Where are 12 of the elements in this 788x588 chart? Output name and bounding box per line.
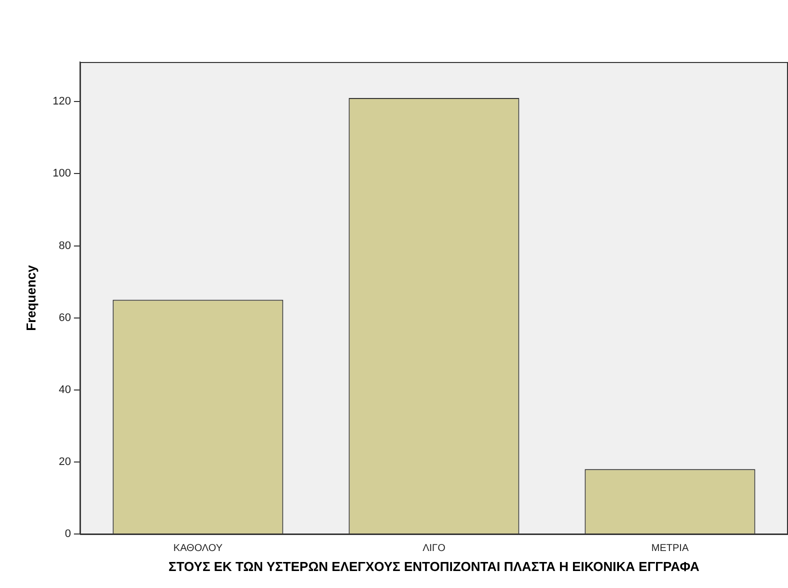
y-axis-title: Frequency bbox=[23, 264, 38, 331]
y-tick-label: 20 bbox=[58, 456, 71, 468]
y-tick-label: 40 bbox=[58, 384, 71, 396]
y-tick-label: 120 bbox=[52, 96, 71, 108]
x-tick-label: ΜΕΤΡΙΑ bbox=[651, 542, 689, 554]
x-axis-title: ΣΤΟΥΣ ΕΚ ΤΩΝ ΥΣΤΕΡΩΝ ΕΛΕΓΧΟΥΣ ΕΝΤΟΠΙΖΟΝΤΑΙ ΠΛΑΣΤΑ Η ΕΙΚΟΝΙΚΑ ΕΓΓΡΑΦΑ bbox=[168, 559, 700, 574]
y-tick-label: 100 bbox=[52, 168, 71, 180]
x-tick-label: ΛΙΓΟ bbox=[422, 542, 446, 554]
y-tick-label: 0 bbox=[64, 528, 71, 540]
x-tick-label: ΚΑΘΟΛΟΥ bbox=[173, 542, 223, 554]
y-tick-label: 60 bbox=[58, 312, 71, 324]
y-tick-label: 80 bbox=[58, 240, 71, 252]
